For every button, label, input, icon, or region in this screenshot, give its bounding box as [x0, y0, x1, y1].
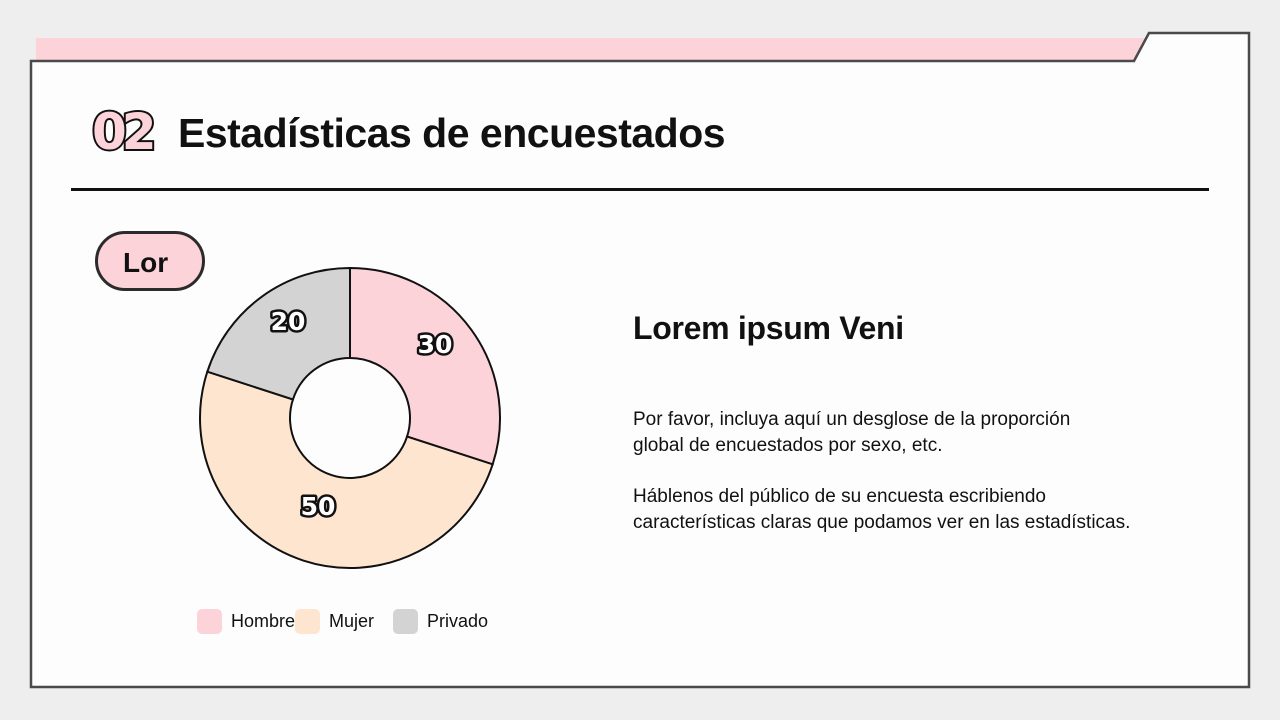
donut-slice-privado — [206, 266, 351, 401]
legend-swatch-hombre — [197, 608, 222, 634]
paragraph-1: Por favor, incluya aquí un desglose de l… — [633, 407, 1193, 459]
donut-slice-hombre — [349, 266, 501, 466]
donut-data-label: 20 — [271, 307, 306, 336]
paragraph-line: características claras que podamos ver e… — [633, 512, 1131, 533]
section-number: 02 — [90, 101, 159, 163]
legend-item-hombre: Hombre — [197, 608, 295, 634]
title-divider — [71, 188, 1209, 191]
donut-data-label: 50 — [301, 492, 336, 521]
tag-pill: Lor — [95, 231, 205, 291]
donut-slice-mujer — [199, 370, 494, 569]
paragraph-line: Por favor, incluya aquí un desglose de l… — [633, 409, 1071, 430]
legend-swatch-mujer — [295, 608, 320, 634]
donut-chart: 30 50 20 — [199, 266, 501, 569]
legend-label: Mujer — [329, 610, 375, 631]
paragraph-2: Háblenos del público de su encuesta escr… — [633, 484, 1193, 536]
legend-item-privado: Privado — [393, 608, 488, 634]
tag-pill-label: Lor — [123, 247, 169, 278]
content-heading: Lorem ipsum Veni — [633, 310, 904, 346]
donut-data-label: 30 — [418, 330, 453, 359]
legend-item-mujer: Mujer — [295, 608, 374, 634]
paragraph-line: global de encuestados por sexo, etc. — [633, 435, 943, 456]
paragraph-line: Háblenos del público de su encuesta escr… — [633, 486, 1046, 507]
legend-label: Hombre — [231, 610, 296, 631]
legend-swatch-privado — [393, 608, 418, 634]
page-title: Estadísticas de encuestados — [178, 110, 726, 156]
legend-label: Privado — [427, 610, 489, 631]
accent-band — [36, 38, 1145, 60]
